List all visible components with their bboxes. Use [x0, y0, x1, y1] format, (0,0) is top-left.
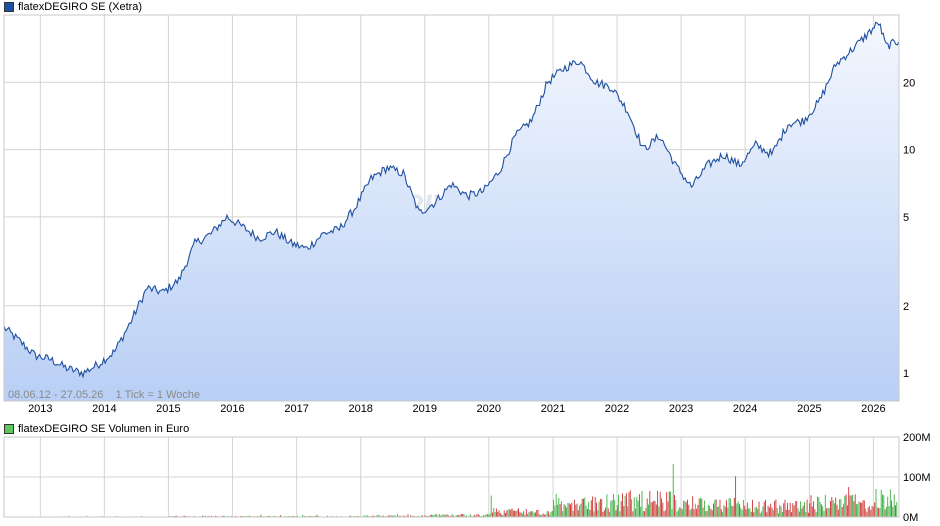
price-legend-swatch: [4, 2, 14, 12]
date-range-note: 08.06.12 - 27.05.26 1 Tick = 1 Woche: [8, 389, 200, 401]
volume-y-tick-label: 0M: [903, 512, 918, 524]
price-y-tick-label: 20: [903, 77, 915, 89]
price-x-axis: 2013 2014 2015 2016 2017 2018 2019 2020 2021 2022…: [28, 403, 886, 415]
volume-bars: [4, 464, 898, 517]
price-x-tick-label: 2019: [413, 403, 437, 415]
price-line: [3, 21, 900, 379]
price-x-tick-label: 2016: [220, 403, 244, 415]
price-x-tick-label: 2015: [156, 403, 180, 415]
volume-legend-swatch: [4, 424, 14, 434]
price-x-tick-label: 2026: [861, 403, 885, 415]
price-area: [4, 22, 899, 402]
price-x-tick-label: 2024: [733, 403, 757, 415]
price-x-tick-label: 2023: [669, 403, 693, 415]
volume-grid: [4, 436, 899, 518]
price-y-tick-label: 1: [903, 368, 909, 380]
volume-frame: [3, 436, 900, 518]
volume-y-axis: 0M 100M 200M: [903, 432, 931, 524]
price-y-tick-label: 5: [903, 212, 909, 224]
volume-y-tick-label: 200M: [903, 432, 931, 444]
price-x-tick-label: 2018: [348, 403, 372, 415]
price-x-tick-label: 2020: [477, 403, 501, 415]
price-frame: [3, 14, 900, 402]
volume-legend-label: flatexDEGIRO SE Volumen in Euro: [18, 423, 190, 435]
price-legend-label: flatexDEGIRO SE (Xetra): [18, 1, 143, 13]
price-y-tick-label: 2: [903, 301, 909, 313]
price-x-tick-label: 2021: [541, 403, 565, 415]
price-x-tick-label: 2025: [797, 403, 821, 415]
price-y-axis: 1 2 5 10 20: [903, 77, 915, 380]
price-x-tick-label: 2022: [605, 403, 629, 415]
price-legend: flatexDEGIRO SE (Xetra): [4, 1, 142, 13]
price-x-tick-label: 2013: [28, 403, 52, 415]
volume-y-tick-label: 100M: [903, 472, 931, 484]
price-y-tick-label: 10: [903, 145, 915, 157]
price-x-tick-label: 2017: [284, 403, 308, 415]
volume-legend: flatexDEGIRO SE Volumen in Euro: [4, 423, 189, 435]
price-x-tick-label: 2014: [92, 403, 116, 415]
